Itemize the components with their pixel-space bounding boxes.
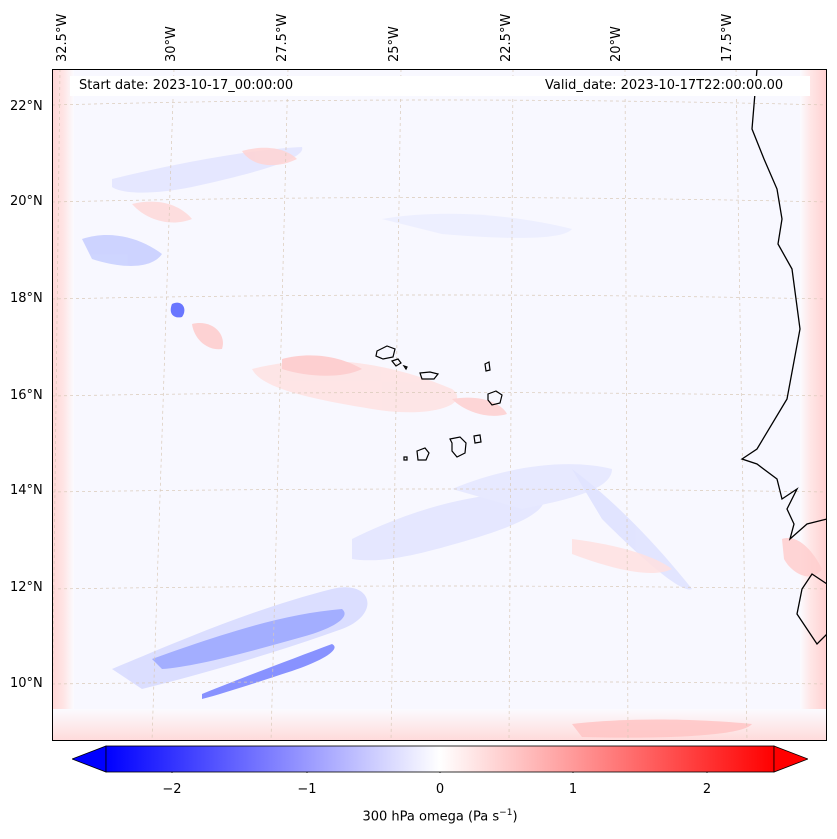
lat-label: 18°N [10,291,43,306]
colorbar [72,745,808,773]
colorbar-label-exp: −1 [499,808,513,818]
lon-label: 27.5°W [275,13,290,62]
gridlines [52,69,827,741]
lat-label: 22°N [10,99,43,114]
lon-label: 20°W [609,26,624,62]
colorbar-tick: 2 [702,782,712,797]
lon-label: 17.5°W [720,13,735,62]
colorbar-tick: 0 [435,782,445,797]
colorbar-tick: −1 [297,782,317,797]
lat-label: 14°N [10,483,43,498]
colorbar-label: 300 hPa omega (Pa s−1) [0,808,837,824]
negative-omega-bands [82,147,692,699]
map-panel [52,69,827,741]
cape-verde-islands [375,345,503,461]
lon-label: 30°W [164,26,179,62]
lat-label: 10°N [10,676,43,691]
colorbar-label-end: ) [512,809,518,825]
lon-label: 25°W [387,26,402,62]
colorbar-extend-high [773,745,808,773]
colorbar-tick: −2 [162,782,182,797]
colorbar-tick: 1 [568,782,578,797]
start-date: Start date: 2023-10-17_00:00:00 [79,78,294,93]
colorbar-extend-low [72,745,107,773]
lat-label: 20°N [10,194,43,209]
colorbar-gradient [105,745,775,773]
edge-right [800,69,827,741]
lon-label: 32.5°W [55,13,70,62]
african-coastline [740,69,827,646]
valid-date: Valid_date: 2023-10-17T22:00:00.00 [545,78,784,93]
date-backdrop [70,76,810,96]
lat-label: 12°N [10,580,43,595]
map-frame [52,69,827,741]
lon-label: 22.5°W [499,13,514,62]
edge-left [52,69,74,741]
positive-omega-patches [132,147,822,738]
colorbar-label-text: 300 hPa omega (Pa s [362,809,500,825]
lat-label: 16°N [10,388,43,403]
